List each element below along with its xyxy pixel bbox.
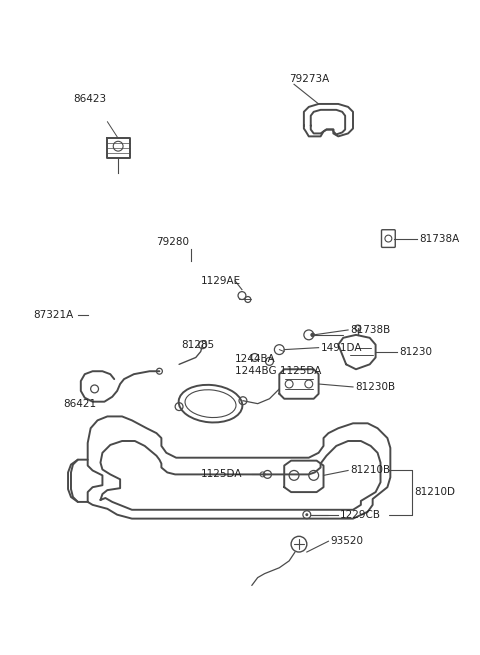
Text: 81230B: 81230B <box>355 382 395 392</box>
Text: 1491DA: 1491DA <box>321 343 362 352</box>
Text: 1129AE: 1129AE <box>201 276 241 286</box>
Text: 81285: 81285 <box>181 340 214 350</box>
Text: 93520: 93520 <box>330 536 363 546</box>
Text: 81230: 81230 <box>399 346 432 356</box>
Text: 86423: 86423 <box>73 94 106 104</box>
Text: 1244BA: 1244BA <box>235 354 276 364</box>
Text: 81738A: 81738A <box>419 234 459 244</box>
Text: 86421: 86421 <box>63 399 96 409</box>
Text: 81210D: 81210D <box>414 487 455 497</box>
Text: 81738B: 81738B <box>350 325 390 335</box>
Text: 87321A: 87321A <box>34 310 74 320</box>
Circle shape <box>305 514 308 516</box>
Text: 79280: 79280 <box>156 236 190 246</box>
Text: 81210B: 81210B <box>350 466 390 476</box>
Text: 79273A: 79273A <box>289 75 329 84</box>
Text: 1229CB: 1229CB <box>340 510 381 519</box>
Text: 1244BG 1125DA: 1244BG 1125DA <box>235 366 322 376</box>
Circle shape <box>311 333 315 337</box>
Text: 1125DA: 1125DA <box>201 470 242 479</box>
